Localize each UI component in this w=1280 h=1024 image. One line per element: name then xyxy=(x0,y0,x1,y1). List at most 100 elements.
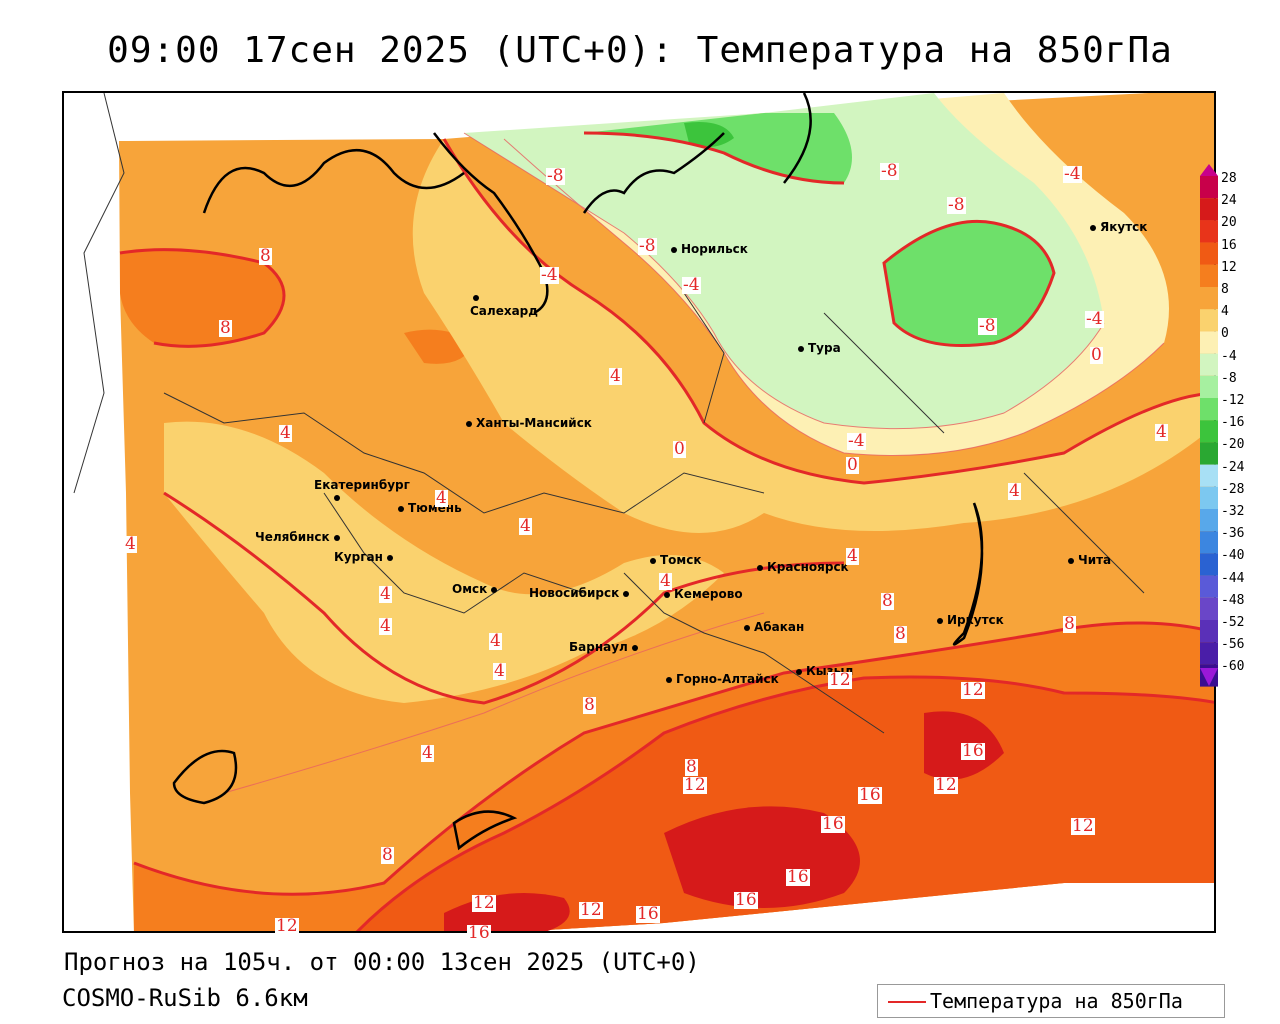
admin-borders xyxy=(73,93,1145,734)
colorbar-bottom-arrow xyxy=(1200,668,1218,686)
city-khanty-mansiysk: Ханты-Мансийск xyxy=(466,416,592,430)
colorbar-swatch xyxy=(1200,264,1218,287)
contour-label: -4 xyxy=(682,275,701,295)
zone-16-a xyxy=(664,806,860,908)
contour-label: 12 xyxy=(961,680,985,700)
colorbar-swatch xyxy=(1200,509,1218,532)
colorbar-swatch xyxy=(1200,309,1218,332)
city-chelyabinsk: Челябинск xyxy=(255,530,344,544)
colorbar-swatch xyxy=(1200,331,1218,354)
city-norilsk: Норильск xyxy=(671,242,748,256)
colorbar-swatch xyxy=(1200,420,1218,443)
colorbar-top-arrow xyxy=(1200,164,1218,176)
contour-label: 16 xyxy=(786,867,810,887)
colorbar-tick-label: -40 xyxy=(1221,548,1245,564)
contour-label: 16 xyxy=(858,785,882,805)
colorbar-tick-label: -56 xyxy=(1221,637,1245,653)
zone-west-8 xyxy=(120,249,284,347)
contour-label: 16 xyxy=(636,904,660,924)
contour-label: 12 xyxy=(828,670,852,690)
colorbar-swatch xyxy=(1200,442,1218,465)
colorbar-tick-label: -60 xyxy=(1221,659,1245,675)
city-yakutsk: Якутск xyxy=(1090,220,1147,234)
city-abakan: Абакан xyxy=(744,620,804,634)
colorbar-swatch xyxy=(1200,464,1218,487)
colorbar-swatch xyxy=(1200,642,1218,665)
colorbar-swatch xyxy=(1200,486,1218,509)
model-name: COSMO-RuSib 6.6км xyxy=(62,984,308,1012)
city-salekhard-label: Салехард xyxy=(470,304,538,318)
contour-label: 12 xyxy=(579,900,603,920)
contour-label: -8 xyxy=(978,316,997,336)
contour-label: 12 xyxy=(472,893,496,913)
colorbar-swatch xyxy=(1200,553,1218,576)
contour-label: 8 xyxy=(259,246,272,266)
colorbar-tick-label: 12 xyxy=(1221,259,1237,275)
zone-12-16 xyxy=(357,677,1214,931)
colorbar-tick-label: -8 xyxy=(1221,370,1237,386)
zone-neg12 xyxy=(684,122,734,147)
contour-label: -4 xyxy=(540,265,559,285)
city-salekhard xyxy=(473,290,483,304)
colorbar-swatch xyxy=(1200,531,1218,554)
city-irkutsk: Иркутск xyxy=(937,613,1004,627)
colorbar-tick-label: -12 xyxy=(1221,393,1245,408)
contour-label: -4 xyxy=(1063,164,1082,184)
colorbar xyxy=(1200,164,1218,687)
legend-label: Температура на 850гПа xyxy=(930,989,1183,1013)
contour-label: -8 xyxy=(638,236,657,256)
city-barnaul: Барнаул xyxy=(569,640,642,654)
city-kurgan: Курган xyxy=(334,550,397,564)
colorbar-swatch xyxy=(1200,575,1218,598)
colorbar-tick-label: 24 xyxy=(1221,193,1237,209)
contour-label: 12 xyxy=(683,775,707,795)
city-tura: Тура xyxy=(798,341,841,355)
contour-label: 4 xyxy=(435,488,448,508)
contour-label: -4 xyxy=(847,431,866,451)
zone-0-4 xyxy=(412,139,1214,533)
colorbar-tick-label: -20 xyxy=(1221,437,1245,453)
colorbar-tick-label: -48 xyxy=(1221,592,1245,608)
contour-label: 4 xyxy=(421,743,434,763)
contour-label: 8 xyxy=(219,318,232,338)
city-kemerovo: Кемерово xyxy=(664,587,743,601)
contour-label: 4 xyxy=(846,546,859,566)
contour-label: 4 xyxy=(493,661,506,681)
colorbar-swatch xyxy=(1200,220,1218,243)
zone-0-4-south xyxy=(164,421,724,703)
city-tomsk: Томск xyxy=(650,553,702,567)
contour-label: 4 xyxy=(379,616,392,636)
contour-label: 16 xyxy=(734,890,758,910)
colorbar-swatch xyxy=(1200,242,1218,265)
city-krasnoyarsk: Красноярск xyxy=(757,560,849,574)
contour-label: 0 xyxy=(846,455,859,475)
contour-label: 4 xyxy=(659,571,672,591)
legend: Температура на 850гПа xyxy=(877,984,1225,1018)
map-frame xyxy=(62,91,1216,933)
contour-label: 4 xyxy=(519,516,532,536)
contour-label: 4 xyxy=(1008,481,1021,501)
contour-label: -8 xyxy=(947,195,966,215)
colorbar-tick-label: -16 xyxy=(1221,415,1245,431)
colorbar-tick-label: -24 xyxy=(1221,459,1245,475)
colorbar-tick-label: -28 xyxy=(1221,481,1245,497)
city-omsk: Омск xyxy=(452,582,501,596)
contour-label: 8 xyxy=(1063,614,1076,634)
contour-label: -4 xyxy=(1085,309,1104,329)
contour-label: 16 xyxy=(467,923,491,943)
contour-label: 12 xyxy=(1071,816,1095,836)
city-gorno-altaysk: Горно-Алтайск xyxy=(666,672,779,686)
city-ekaterinburg xyxy=(334,490,344,504)
contour-label: 8 xyxy=(881,591,894,611)
contour-label: 4 xyxy=(379,584,392,604)
colorbar-tick-label: 20 xyxy=(1221,215,1237,231)
colorbar-tick-label: 28 xyxy=(1221,171,1237,186)
colorbar-swatches xyxy=(1200,176,1218,687)
contour-label: 16 xyxy=(821,814,845,834)
zone-neg8-neg12 xyxy=(584,113,852,183)
contour-label: 8 xyxy=(894,624,907,644)
contour-label: 8 xyxy=(381,845,394,865)
contour-label: 4 xyxy=(609,366,622,386)
contour-label: 8 xyxy=(583,695,596,715)
temperature-map xyxy=(64,93,1214,931)
